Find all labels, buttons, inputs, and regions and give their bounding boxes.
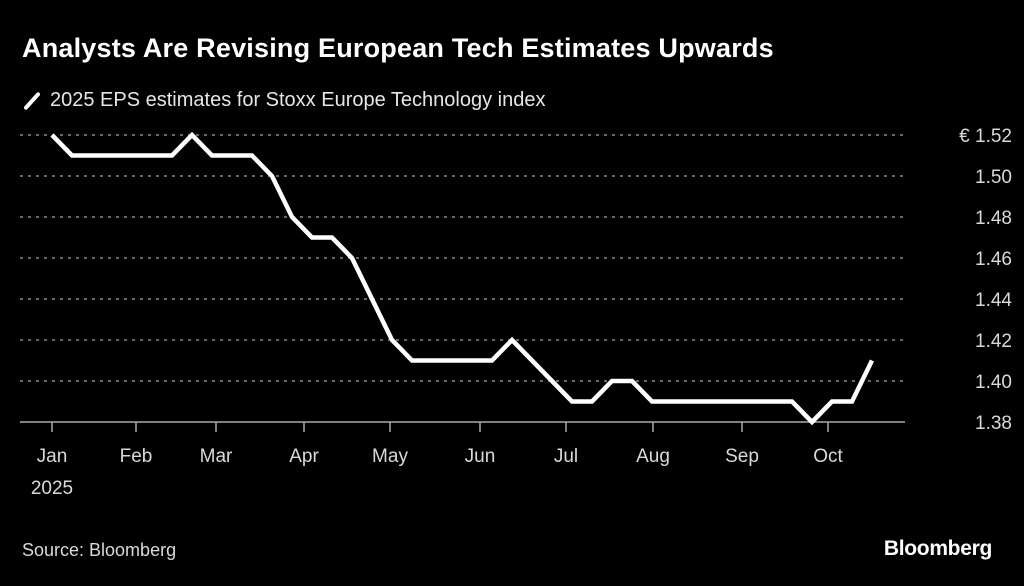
series-line bbox=[50, 131, 875, 426]
y-tick-label: 1.38 bbox=[975, 413, 1012, 434]
y-tick-label: 1.48 bbox=[975, 208, 1012, 229]
y-tick-label: 1.46 bbox=[975, 249, 1012, 270]
y-tick-label: 1.40 bbox=[975, 372, 1012, 393]
bloomberg-logo: Bloomberg bbox=[883, 537, 992, 560]
legend-label: 2025 EPS estimates for Stoxx Europe Tech… bbox=[50, 89, 546, 111]
x-tick-sublabel: 2025 bbox=[31, 478, 73, 499]
source-note: Source: Bloomberg bbox=[22, 540, 177, 560]
y-tick-label: 1.44 bbox=[975, 290, 1012, 311]
x-tick-label: Feb bbox=[120, 446, 153, 467]
x-tick-label: Mar bbox=[200, 446, 233, 467]
x-tick-label: Aug bbox=[636, 446, 670, 467]
x-tick-label: Jan bbox=[37, 446, 68, 467]
legend: 2025 EPS estimates for Stoxx Europe Tech… bbox=[22, 89, 545, 112]
x-tick-label: Jul bbox=[554, 446, 578, 467]
chart-title: Analysts Are Revising European Tech Esti… bbox=[22, 33, 774, 63]
x-tick-label: Sep bbox=[725, 446, 759, 467]
x-tick-label: Oct bbox=[813, 446, 843, 467]
x-tick-label: Apr bbox=[289, 446, 319, 467]
x-tick-label: May bbox=[372, 446, 408, 467]
y-tick-label: 1.50 bbox=[975, 167, 1012, 188]
y-tick-label: 1.42 bbox=[975, 331, 1012, 352]
x-tick-label: Jun bbox=[465, 446, 496, 467]
y-tick-label: € 1.52 bbox=[959, 126, 1012, 147]
